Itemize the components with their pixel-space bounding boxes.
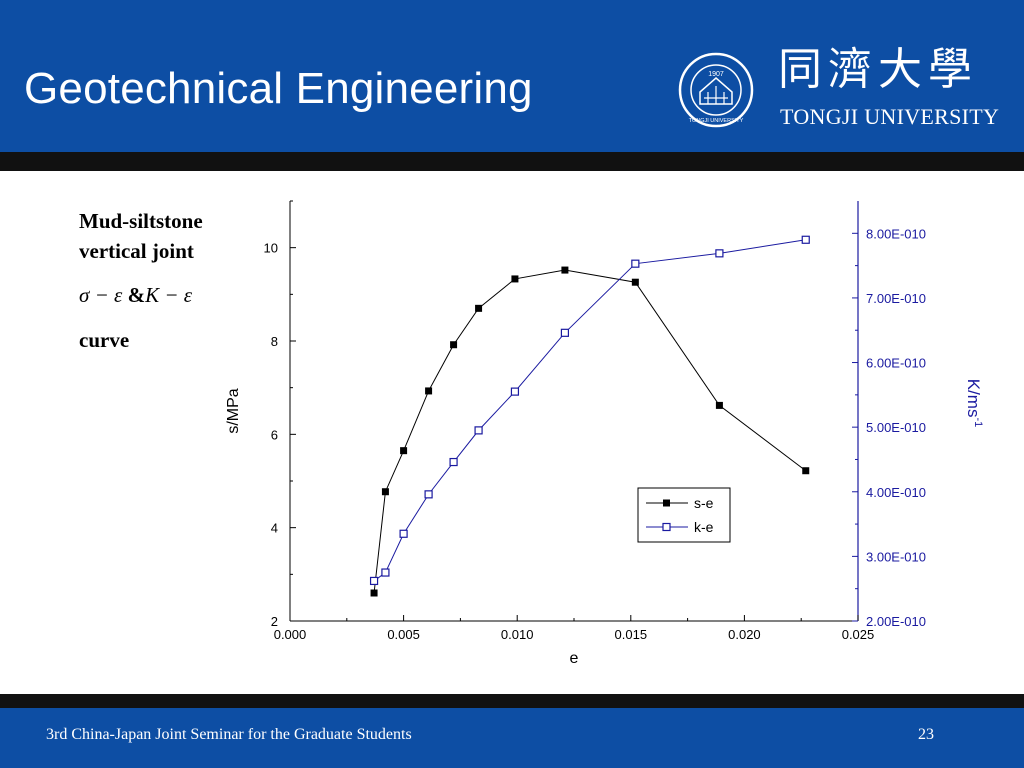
point-s-e bbox=[475, 304, 483, 312]
y-tick-label: 4 bbox=[271, 521, 278, 536]
legend-label: k-e bbox=[694, 519, 714, 535]
x-tick-label: 0.010 bbox=[501, 627, 534, 642]
chart-ticks: 0.000 0.005 0.010 0.015 0.020 0.025 e 2 4 6 8 10 s/M… bbox=[225, 200, 984, 667]
caption-formula: σ − ε &K − ε bbox=[79, 283, 192, 308]
y2-tick-label: 6.00E-010 bbox=[866, 356, 926, 371]
y-tick-label: 2 bbox=[271, 614, 278, 629]
y2-tick-label: 2.00E-010 bbox=[866, 614, 926, 629]
y2-tick-label: 8.00E-010 bbox=[866, 226, 926, 241]
y-axis-label: s/MPa bbox=[225, 388, 242, 433]
point-s-e bbox=[370, 589, 378, 597]
point-s-e bbox=[425, 387, 433, 395]
y2-axis-label-superscript: -1 bbox=[972, 417, 984, 427]
point-s-e bbox=[400, 447, 408, 455]
seal-caption: TONGJI UNIVERSITY bbox=[689, 118, 744, 124]
point-s-e bbox=[802, 467, 810, 475]
point-s-e bbox=[561, 266, 569, 274]
y2-axis-label: K/ms-1 bbox=[964, 379, 984, 428]
caption-line-2: vertical joint bbox=[79, 239, 194, 263]
chart-legend: s-e k-e bbox=[637, 487, 731, 543]
y2-tick-label: 7.00E-010 bbox=[866, 291, 926, 306]
x-tick-label: 0.000 bbox=[274, 627, 307, 642]
x-tick-label: 0.020 bbox=[728, 627, 761, 642]
y2-tick-label: 3.00E-010 bbox=[866, 549, 926, 564]
legend-box bbox=[637, 487, 731, 543]
x-tick-label: 0.015 bbox=[615, 627, 648, 642]
point-s-e bbox=[381, 488, 389, 496]
university-logo-chinese: 同濟大學 bbox=[778, 44, 978, 95]
page-number: 23 bbox=[918, 726, 934, 743]
formula-sigma-epsilon: σ − ε bbox=[79, 283, 123, 307]
point-k-e bbox=[369, 576, 379, 586]
chart-axes bbox=[289, 201, 859, 622]
legend-marker bbox=[662, 522, 671, 532]
series-line-k-e bbox=[373, 239, 806, 582]
point-s-e bbox=[450, 341, 458, 349]
slide-title: Geotechnical Engineering bbox=[24, 64, 533, 113]
point-s-e bbox=[715, 401, 723, 409]
point-k-e bbox=[424, 490, 433, 499]
caption-line-3: curve bbox=[79, 328, 130, 352]
legend-label: s-e bbox=[694, 495, 714, 511]
point-s-e bbox=[511, 275, 519, 283]
university-logo-english: TONGJI UNIVERSITY bbox=[780, 104, 1000, 129]
y-tick-label: 10 bbox=[264, 241, 278, 256]
formula-k-epsilon: K − ε bbox=[145, 283, 193, 307]
formula-ampersand: & bbox=[127, 283, 146, 307]
point-k-e bbox=[381, 568, 390, 577]
legend-marker bbox=[663, 499, 670, 507]
y-tick-label: 6 bbox=[271, 427, 278, 442]
caption-line-1: Mud-siltstone bbox=[79, 209, 203, 233]
dual-axis-line-chart: 0.000 0.005 0.010 0.015 0.020 0.025 e 2 4 6 8 10 s/M… bbox=[225, 200, 984, 667]
footer-divider bbox=[0, 694, 1024, 708]
point-k-e bbox=[631, 259, 640, 268]
slide-footer: 3rd China-Japan Joint Seminar for the Gr… bbox=[0, 708, 1024, 768]
university-seal-icon: 1907 TONGJI UNIVERSITY bbox=[678, 52, 754, 128]
y2-axis-label-text: K/ms bbox=[964, 379, 983, 418]
point-k-e bbox=[715, 249, 724, 258]
x-tick-label: 0.025 bbox=[842, 627, 875, 642]
header-divider bbox=[0, 152, 1024, 171]
point-k-e bbox=[560, 328, 570, 337]
point-k-e bbox=[474, 426, 483, 435]
point-s-e bbox=[631, 278, 639, 286]
x-axis-label: e bbox=[570, 650, 579, 667]
point-k-e bbox=[510, 387, 520, 396]
chart-series bbox=[369, 235, 810, 597]
x-tick-label: 0.005 bbox=[387, 627, 420, 642]
point-k-e bbox=[399, 529, 408, 538]
seal-year: 1907 bbox=[708, 71, 724, 78]
footer-caption: 3rd China-Japan Joint Seminar for the Gr… bbox=[46, 726, 412, 743]
caption-block: Mud-siltstone vertical joint bbox=[79, 206, 203, 266]
y2-tick-label: 5.00E-010 bbox=[866, 420, 926, 435]
slide-header: Geotechnical Engineering 1907 TONGJI UNI… bbox=[0, 0, 1024, 152]
series-line-s-e bbox=[373, 269, 807, 594]
y-tick-label: 8 bbox=[271, 334, 278, 349]
point-k-e bbox=[449, 457, 458, 467]
point-k-e bbox=[801, 235, 810, 244]
y2-tick-label: 4.00E-010 bbox=[866, 485, 926, 500]
